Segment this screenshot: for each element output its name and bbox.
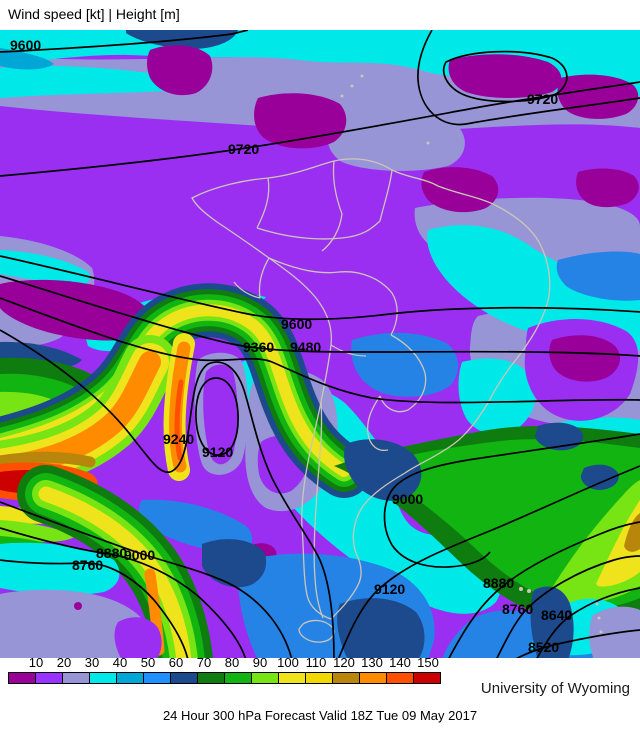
colorbar-tick: 10 — [28, 655, 44, 670]
jet-south-branch — [17, 465, 213, 658]
colorbar-segment — [197, 672, 225, 684]
colorbar-segment — [89, 672, 117, 684]
colorbar-tick: 130 — [361, 655, 383, 670]
contour-label: 9600 — [281, 316, 312, 332]
colorbar-segment — [332, 672, 360, 684]
bottomleft-fields — [0, 542, 162, 658]
colorbar-segment — [62, 672, 90, 684]
colorbar-tick: 50 — [140, 655, 156, 670]
height-contours — [0, 30, 640, 658]
colorbar-tick: 150 — [417, 655, 439, 670]
windspeed-fill-teal-strip — [0, 48, 54, 70]
colorbar-tick: 140 — [389, 655, 411, 670]
map-title: Wind speed [kt] | Height [m] — [8, 6, 180, 22]
windspeed-fill-azure — [351, 251, 640, 397]
colorbar-tick: 60 — [168, 655, 184, 670]
attribution-text: University of Wyoming — [480, 680, 630, 697]
colorbar-segment — [116, 672, 144, 684]
southeast-corner-fields — [442, 586, 640, 658]
colorbar-tick: 120 — [333, 655, 355, 670]
colorbar-segment — [413, 672, 441, 684]
colorbar-tick: 90 — [252, 655, 268, 670]
colorbar-tick: 30 — [84, 655, 100, 670]
colorbar-segment — [143, 672, 171, 684]
contour-label: 8880 — [483, 575, 514, 591]
contour-label: 9720 — [527, 91, 558, 107]
colorbar-segment — [359, 672, 387, 684]
contour-label: 9600 — [10, 37, 41, 53]
colorbar-tick: 80 — [224, 655, 240, 670]
colorbar-tick: 70 — [196, 655, 212, 670]
contour-label: 8760 — [502, 601, 533, 617]
contour-label: 9360 — [243, 339, 274, 355]
forecast-caption: 24 Hour 300 hPa Forecast Valid 18Z Tue 0… — [162, 708, 478, 723]
colorbar-segment — [35, 672, 63, 684]
contour-label: 9720 — [228, 141, 259, 157]
colorbar-segment — [251, 672, 279, 684]
colorbar-tick: 100 — [277, 655, 299, 670]
contour-label: 9120 — [374, 581, 405, 597]
contour-label: 9000 — [124, 547, 155, 563]
wind-speed-colorbar — [8, 672, 441, 684]
colorbar-tick: 20 — [56, 655, 72, 670]
windspeed-fill-azure-band — [138, 499, 253, 553]
colorbar-tick: 40 — [112, 655, 128, 670]
contour-label: 9480 — [290, 339, 321, 355]
contour-label: 8760 — [72, 557, 103, 573]
contour-label: 8880 — [96, 545, 127, 561]
contour-label: 9000 — [392, 491, 423, 507]
windspeed-fill-cyan-midright — [458, 358, 536, 435]
colorbar-segment — [170, 672, 198, 684]
contour-label: 9240 — [163, 431, 194, 447]
colorbar-segment — [8, 672, 36, 684]
contour-label: 8640 — [541, 607, 572, 623]
colorbar-segment — [305, 672, 333, 684]
colorbar-segment — [224, 672, 252, 684]
colorbar-tick: 110 — [305, 655, 327, 670]
contour-label: 8520 — [528, 639, 559, 655]
colorbar-segment — [386, 672, 414, 684]
colorbar-segment — [278, 672, 306, 684]
jet-streak-vertical — [163, 333, 195, 481]
contour-label: 9120 — [202, 444, 233, 460]
